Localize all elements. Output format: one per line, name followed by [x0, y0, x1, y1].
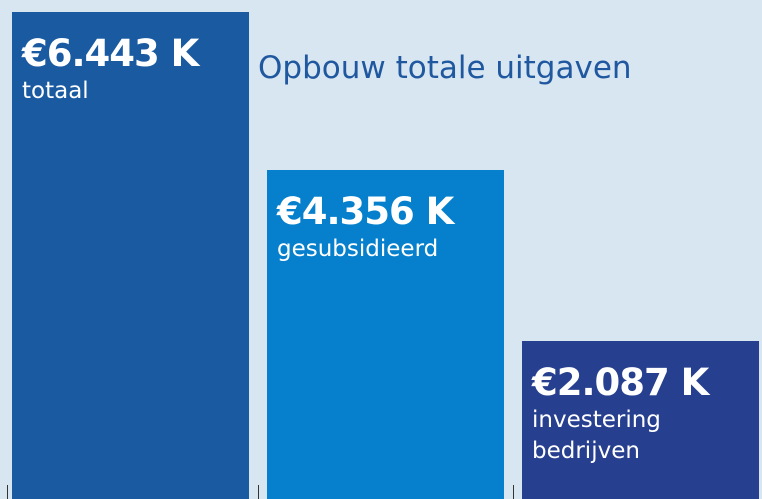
- category-label: totaal: [22, 78, 89, 104]
- tick: [258, 485, 259, 499]
- value-label: €6.443 K: [22, 32, 199, 75]
- chart-title: Opbouw totale uitgaven: [258, 50, 632, 86]
- category-label: investering bedrijven: [532, 407, 661, 465]
- tick: [513, 485, 514, 499]
- tick: [7, 485, 8, 499]
- value-label: €4.356 K: [277, 189, 454, 233]
- bar: €6.443 K totaal: [12, 12, 249, 499]
- value-label: €2.087 K: [532, 361, 709, 405]
- category-label: gesubsidieerd: [277, 235, 439, 262]
